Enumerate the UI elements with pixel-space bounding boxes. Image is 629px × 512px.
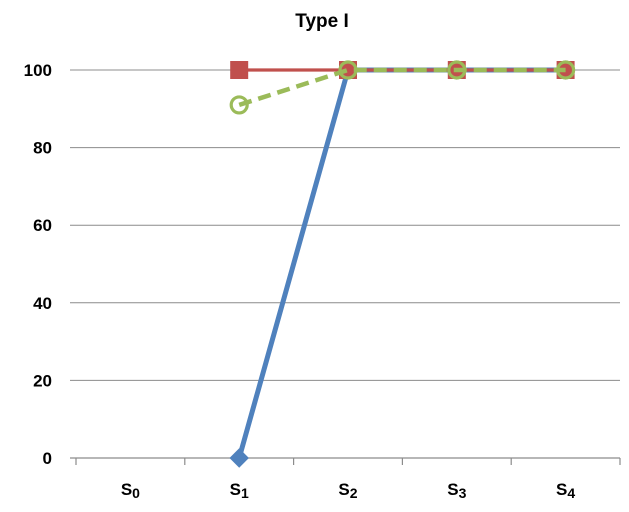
chart-title: Type I	[295, 11, 349, 32]
y-tick-label: 20	[33, 371, 52, 390]
y-tick-label: 40	[33, 294, 52, 313]
x-tick-label: S0	[121, 480, 140, 501]
y-tick-label: 80	[33, 139, 52, 158]
gridlines	[70, 69, 620, 381]
series-3-marker	[555, 60, 576, 80]
series-2-marker	[339, 61, 357, 79]
series-line-1	[236, 67, 566, 459]
x-tick-label: S3	[447, 480, 466, 501]
x-tick-label: S2	[338, 480, 357, 501]
series-line-3	[238, 67, 566, 108]
y-tick-label: 0	[43, 449, 52, 468]
series-3-marker	[447, 60, 467, 80]
x-tick-label: S1	[230, 480, 249, 501]
series-2-marker	[230, 61, 249, 79]
y-tick-label: 60	[33, 216, 52, 235]
series-group	[229, 60, 576, 468]
axes	[70, 457, 621, 465]
series-3-marker	[338, 60, 358, 80]
series-3-marker	[229, 95, 249, 115]
series-1-marker	[229, 448, 249, 468]
x-tick-label: S4	[556, 480, 575, 501]
tick-labels: 0 20 40 60 80 100 S0 S1 S2 S3 S4	[24, 61, 576, 501]
y-tick-label: 100	[24, 61, 52, 80]
